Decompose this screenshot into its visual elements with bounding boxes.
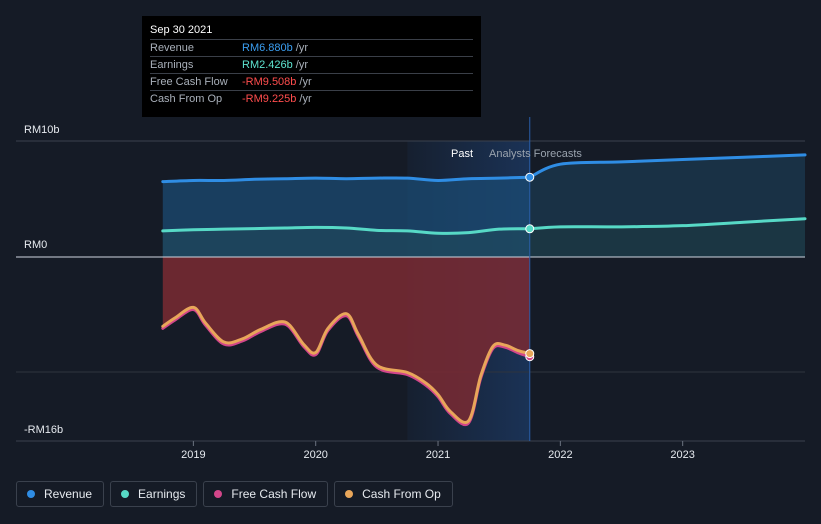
legend-label: Free Cash Flow [231,487,317,501]
y-label-zero: RM0 [24,239,47,251]
tooltip-row-earnings: Earnings RM2.426b/yr [150,56,473,73]
earnings-marker[interactable] [525,224,535,234]
y-label-bottom: -RM16b [24,424,63,436]
legend-label: Revenue [44,487,93,501]
cash-from-op-marker[interactable] [525,349,535,359]
tooltip-row-unit: /yr [299,93,312,105]
revenue-forecast-line [528,153,807,179]
legend-dot-icon [214,490,223,498]
legend: Revenue Earnings Free Cash Flow Cash From O… [16,481,453,507]
tooltip-row-value: -RM9.225b [242,93,297,105]
y-label-top: RM10b [24,124,59,136]
x-tick-label: 2019 [181,449,205,461]
tooltip-row-value: -RM9.508b [242,76,297,88]
legend-item-free-cash-flow[interactable]: Free Cash Flow [203,481,329,507]
tooltip-row-free-cash-flow: Free Cash Flow -RM9.508b/yr [150,73,473,90]
x-tick-label: 2022 [548,449,572,461]
tooltip-row-value: RM2.426b [242,59,293,71]
tooltip-row-label: Cash From Op [150,93,223,105]
earnings-area [162,227,530,257]
tooltip-row-revenue: Revenue RM6.880b/yr [150,39,473,56]
past-label: Past [451,148,473,160]
legend-item-earnings[interactable]: Earnings [110,481,198,507]
forecast-label: Analysts Forecasts [489,148,582,160]
revenue-marker[interactable] [525,172,535,182]
legend-label: Earnings [138,487,186,501]
tooltip-row-cash-from-op: Cash From Op -RM9.225b/yr [150,90,473,107]
x-tick-label: 2020 [303,449,327,461]
revenue-line [161,175,532,184]
earnings-line [161,225,532,235]
x-tick-label: 2023 [670,449,694,461]
legend-label: Cash From Op [362,487,441,501]
tooltip-row-unit: /yr [295,42,308,54]
tooltip: Sep 30 2021 Revenue RM6.880b/yr Earnings RM… [142,16,481,117]
cash-from-op-line [161,305,532,424]
tooltip-row-label: Free Cash Flow [150,76,228,88]
legend-dot-icon [27,490,35,498]
legend-item-revenue[interactable]: Revenue [16,481,105,507]
free-cash-flow-area [162,257,530,425]
legend-dot-icon [121,490,130,498]
x-tick-label: 2021 [426,449,450,461]
tooltip-date: Sep 30 2021 [150,24,213,36]
tooltip-row-label: Earnings [150,59,194,71]
tooltip-row-unit: /yr [295,59,308,71]
tooltip-row-unit: /yr [299,76,312,88]
legend-dot-icon [345,490,354,498]
legend-item-cash-from-op[interactable]: Cash From Op [334,481,453,507]
earnings-forecast-line [528,217,807,231]
tooltip-row-value: RM6.880b [242,42,293,54]
tooltip-row-label: Revenue [150,42,195,54]
